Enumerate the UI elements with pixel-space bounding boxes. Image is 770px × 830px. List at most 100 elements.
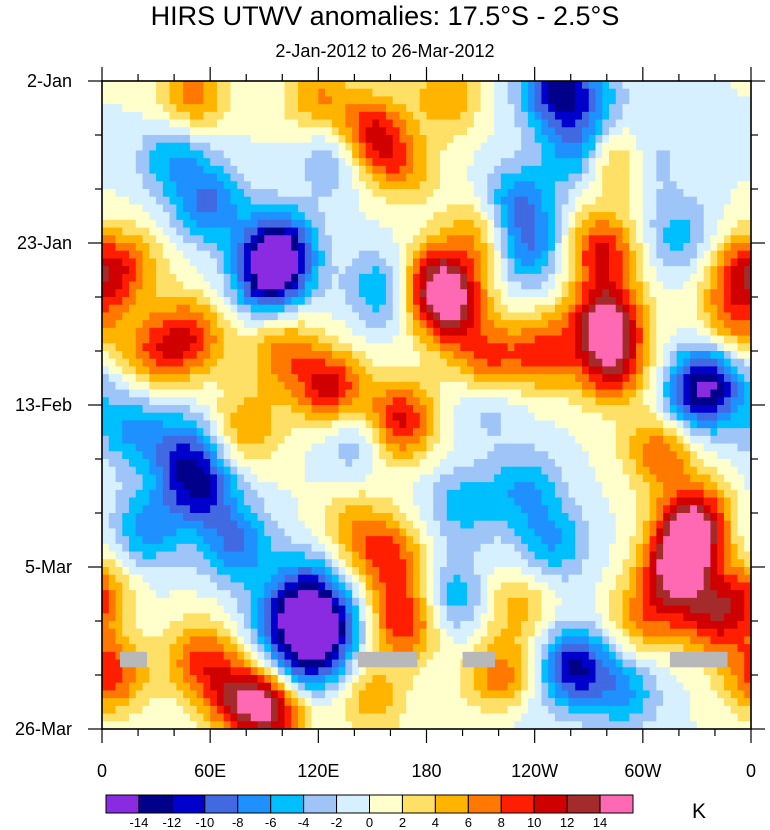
field-cell [257, 165, 265, 175]
field-cell [480, 88, 488, 98]
field-cell [730, 343, 739, 352]
field-cell [379, 374, 387, 383]
field-cell [189, 343, 198, 352]
field-cell [730, 119, 739, 128]
field-cell [379, 335, 387, 344]
field-cell [696, 258, 705, 267]
field-cell [467, 451, 475, 460]
field-cell [183, 397, 191, 406]
field-cell [514, 119, 522, 128]
field-cell [487, 405, 495, 414]
field-cell [534, 111, 543, 121]
field-cell [318, 343, 326, 352]
field-cell [440, 119, 448, 128]
field-cell [609, 212, 617, 221]
field-cell [419, 397, 428, 406]
field-cell [210, 343, 218, 352]
field-cell [203, 189, 211, 198]
field-cell [433, 81, 441, 90]
field-cell [683, 320, 691, 329]
field-cell [203, 289, 211, 298]
field-cell [669, 250, 678, 260]
field-cell [541, 135, 549, 144]
field-cell [237, 243, 245, 252]
field-cell [561, 243, 570, 252]
field-cell [311, 443, 319, 452]
field-cell [230, 381, 238, 391]
field-cell [669, 243, 678, 252]
field-cell [264, 389, 272, 398]
field-cell [730, 212, 739, 221]
field-cell [162, 474, 171, 483]
field-cell [230, 351, 238, 360]
field-cell [365, 335, 374, 344]
field-cell [264, 327, 272, 337]
field-cell [284, 235, 292, 244]
field-cell [609, 142, 617, 152]
field-cell [534, 343, 543, 352]
field-cell [399, 343, 407, 352]
field-cell [683, 420, 691, 429]
field-cell [534, 389, 543, 398]
field-cell [189, 258, 198, 267]
field-cell [135, 304, 144, 314]
field-cell [156, 443, 164, 452]
field-cell [440, 289, 448, 298]
field-cell [744, 412, 752, 422]
field-cell [338, 165, 346, 175]
field-cell [723, 227, 732, 236]
field-cell [298, 196, 306, 206]
field-cell [331, 435, 340, 445]
field-cell [710, 196, 718, 206]
field-cell [663, 435, 671, 445]
field-cell [250, 312, 259, 321]
field-cell [541, 165, 549, 175]
field-cell [345, 165, 353, 175]
field-cell [291, 397, 299, 406]
field-cell [311, 250, 319, 260]
field-cell [595, 335, 603, 344]
field-cell [568, 173, 576, 182]
field-cell [331, 358, 340, 368]
field-cell [318, 312, 326, 321]
field-cell [473, 358, 482, 368]
field-cell [723, 381, 732, 391]
field-cell [494, 88, 502, 98]
field-cell [250, 127, 259, 136]
field-cell [440, 358, 448, 368]
field-cell [271, 374, 279, 383]
field-cell [453, 196, 461, 206]
field-cell [284, 304, 292, 314]
field-cell [460, 88, 468, 98]
field-cell [487, 142, 495, 152]
field-cell [588, 405, 597, 414]
field-cell [412, 343, 421, 352]
field-cell [230, 374, 238, 383]
field-cell [561, 273, 570, 283]
field-cell [325, 428, 333, 437]
field-cell [433, 351, 441, 360]
field-cell [325, 266, 333, 275]
field-cell [696, 397, 705, 406]
field-cell [325, 227, 333, 236]
field-cell [473, 466, 482, 476]
field-cell [264, 142, 272, 152]
field-cell [318, 435, 326, 445]
field-cell [392, 142, 401, 152]
field-cell [683, 150, 691, 159]
field-cell [250, 320, 259, 329]
field-cell [365, 150, 374, 159]
field-cell [149, 474, 157, 483]
field-cell [554, 127, 563, 136]
field-cell [494, 243, 502, 252]
field-cell [703, 142, 712, 152]
field-cell [345, 142, 353, 152]
field-cell [426, 312, 434, 321]
field-cell [149, 366, 157, 375]
field-cell [669, 127, 678, 136]
field-cell [277, 227, 286, 236]
field-cell [622, 459, 630, 468]
field-cell [669, 297, 678, 306]
field-cell [730, 304, 739, 314]
field-cell [250, 297, 259, 306]
